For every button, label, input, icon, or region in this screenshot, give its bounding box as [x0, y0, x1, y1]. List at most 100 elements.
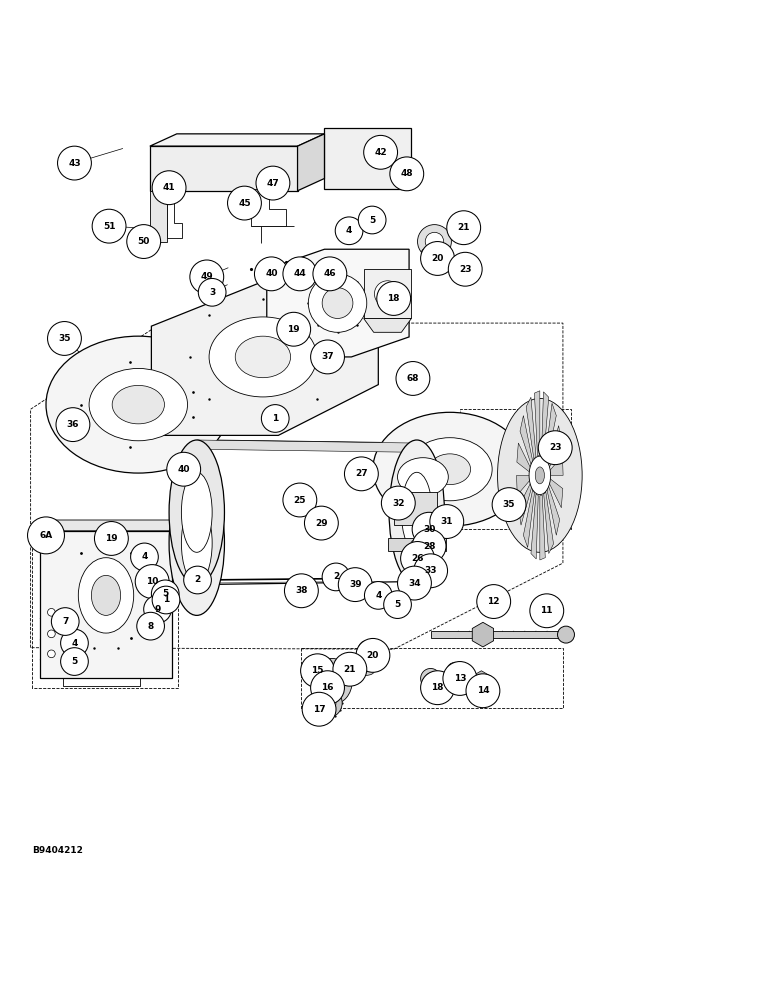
Ellipse shape: [89, 368, 188, 441]
Text: 68: 68: [407, 374, 419, 383]
Text: 17: 17: [313, 705, 325, 714]
Ellipse shape: [398, 458, 449, 496]
Text: 39: 39: [349, 580, 361, 589]
Text: 49: 49: [201, 272, 213, 281]
Circle shape: [61, 648, 88, 675]
Circle shape: [255, 257, 288, 291]
Text: 1: 1: [272, 414, 279, 423]
Polygon shape: [516, 475, 530, 495]
Text: 35: 35: [503, 500, 516, 509]
Circle shape: [304, 506, 338, 540]
Text: 21: 21: [344, 665, 356, 674]
Polygon shape: [540, 495, 545, 560]
Circle shape: [396, 362, 430, 395]
Text: 4: 4: [71, 639, 78, 648]
Polygon shape: [520, 416, 533, 465]
Circle shape: [414, 554, 448, 588]
Polygon shape: [167, 191, 182, 238]
Ellipse shape: [169, 471, 225, 615]
Circle shape: [283, 257, 317, 291]
Ellipse shape: [391, 594, 400, 603]
Circle shape: [430, 505, 464, 538]
Text: 19: 19: [287, 325, 300, 334]
Circle shape: [310, 671, 344, 705]
Text: 35: 35: [58, 334, 71, 343]
Text: 3: 3: [209, 288, 215, 297]
Text: 8: 8: [147, 622, 154, 631]
Polygon shape: [150, 146, 297, 191]
Text: 41: 41: [163, 183, 175, 192]
Polygon shape: [252, 189, 286, 226]
Polygon shape: [548, 426, 561, 468]
Text: 43: 43: [68, 159, 81, 168]
Polygon shape: [523, 490, 534, 548]
Ellipse shape: [436, 526, 443, 533]
Text: 40: 40: [265, 269, 278, 278]
Circle shape: [377, 282, 411, 315]
Ellipse shape: [411, 540, 422, 547]
Circle shape: [381, 486, 415, 520]
Text: 13: 13: [454, 674, 466, 683]
Text: 5: 5: [394, 600, 401, 609]
Polygon shape: [364, 269, 411, 318]
Ellipse shape: [313, 688, 342, 718]
Polygon shape: [40, 520, 180, 531]
Text: 51: 51: [103, 222, 115, 231]
Ellipse shape: [412, 568, 422, 574]
Ellipse shape: [345, 664, 353, 672]
Circle shape: [466, 674, 499, 708]
Text: 44: 44: [293, 269, 306, 278]
Ellipse shape: [235, 336, 290, 378]
Ellipse shape: [308, 274, 367, 332]
Circle shape: [284, 574, 318, 608]
Polygon shape: [545, 403, 557, 461]
Ellipse shape: [91, 575, 120, 615]
Ellipse shape: [313, 658, 333, 681]
Ellipse shape: [181, 472, 212, 552]
Ellipse shape: [357, 641, 374, 664]
Polygon shape: [151, 275, 378, 435]
Polygon shape: [197, 440, 417, 452]
Circle shape: [151, 580, 179, 608]
Circle shape: [313, 257, 347, 291]
Ellipse shape: [112, 385, 164, 424]
Ellipse shape: [169, 440, 225, 585]
Text: 12: 12: [487, 597, 500, 606]
Ellipse shape: [312, 658, 352, 705]
Polygon shape: [431, 631, 561, 638]
Text: 48: 48: [401, 169, 413, 178]
Circle shape: [92, 209, 126, 243]
Polygon shape: [40, 531, 172, 678]
Circle shape: [135, 565, 169, 598]
Circle shape: [198, 278, 226, 306]
Ellipse shape: [529, 456, 550, 495]
Polygon shape: [388, 538, 446, 551]
Circle shape: [28, 517, 65, 554]
Text: 46: 46: [323, 269, 336, 278]
Ellipse shape: [401, 472, 432, 552]
Text: 23: 23: [549, 443, 561, 452]
Text: 29: 29: [315, 519, 327, 528]
Circle shape: [256, 166, 290, 200]
Circle shape: [302, 692, 336, 726]
Text: 10: 10: [146, 577, 158, 586]
Circle shape: [310, 340, 344, 374]
Circle shape: [94, 522, 128, 555]
Text: 38: 38: [295, 586, 307, 595]
Text: 34: 34: [408, 579, 421, 588]
Text: 4: 4: [346, 226, 352, 235]
Circle shape: [184, 566, 212, 594]
Circle shape: [390, 157, 424, 191]
Polygon shape: [531, 494, 538, 559]
Circle shape: [333, 652, 367, 686]
Text: 36: 36: [66, 420, 80, 429]
Circle shape: [167, 452, 201, 486]
Ellipse shape: [429, 454, 471, 485]
Circle shape: [277, 312, 310, 346]
Ellipse shape: [425, 673, 436, 684]
Ellipse shape: [320, 667, 344, 696]
Text: 42: 42: [374, 148, 387, 157]
Ellipse shape: [327, 675, 337, 688]
Text: 5: 5: [162, 589, 168, 598]
Text: 50: 50: [137, 237, 150, 246]
